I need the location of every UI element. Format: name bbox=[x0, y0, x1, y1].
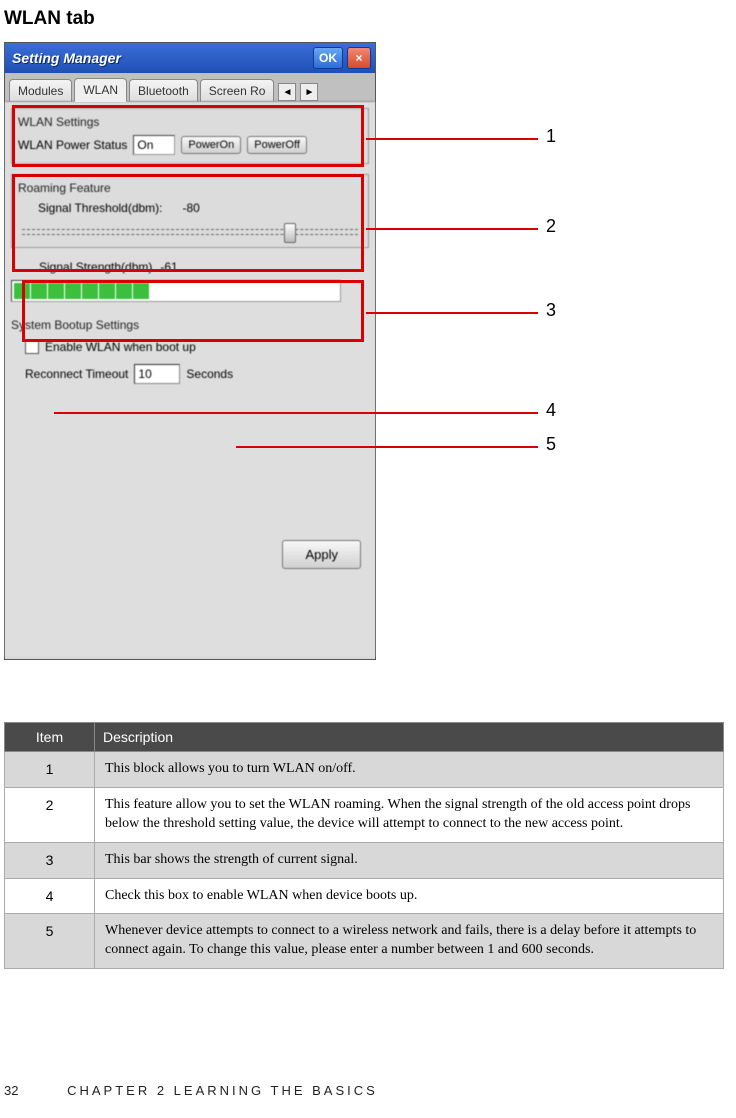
roaming-group: Roaming Feature Signal Threshold(dbm): -… bbox=[11, 174, 369, 248]
callout-number: 3 bbox=[546, 300, 556, 321]
footer-chapter: CHAPTER 2 LEARNING THE BASICS bbox=[67, 1083, 378, 1098]
threshold-slider[interactable] bbox=[22, 229, 358, 235]
bootup-label: System Bootup Settings bbox=[11, 318, 369, 332]
callout-leader-line bbox=[366, 312, 538, 314]
window-title: Setting Manager bbox=[9, 50, 309, 66]
tab-screen-rotation[interactable]: Screen Ro bbox=[200, 79, 275, 102]
enable-wlan-label: Enable WLAN when boot up bbox=[45, 340, 196, 354]
slider-thumb[interactable] bbox=[284, 223, 296, 243]
table-cell-description: Check this box to enable WLAN when devic… bbox=[95, 878, 724, 914]
callout-number: 1 bbox=[546, 126, 556, 147]
roaming-label: Roaming Feature bbox=[18, 181, 362, 195]
signal-segment bbox=[48, 283, 64, 299]
reconnect-timeout-input[interactable] bbox=[134, 364, 180, 384]
table-row: 4Check this box to enable WLAN when devi… bbox=[5, 878, 724, 914]
tab-wlan[interactable]: WLAN bbox=[74, 78, 127, 102]
callout-leader-line bbox=[366, 138, 538, 140]
tab-modules[interactable]: Modules bbox=[9, 79, 72, 102]
table-cell-description: Whenever device attempts to connect to a… bbox=[95, 914, 724, 969]
tab-bar: Modules WLAN Bluetooth Screen Ro ◄ ► bbox=[5, 73, 375, 101]
tab-scroll-right[interactable]: ► bbox=[300, 83, 318, 101]
signal-segment bbox=[31, 283, 47, 299]
callout-leader-line bbox=[54, 412, 538, 414]
table-cell-index: 3 bbox=[5, 842, 95, 878]
page-heading: WLAN tab bbox=[0, 0, 736, 42]
signal-strength-bar bbox=[11, 280, 341, 302]
table-row: 5Whenever device attempts to connect to … bbox=[5, 914, 724, 969]
power-on-button[interactable]: PowerOn bbox=[181, 136, 241, 154]
callout-number: 2 bbox=[546, 216, 556, 237]
table-cell-index: 2 bbox=[5, 787, 95, 842]
enable-wlan-checkbox[interactable] bbox=[25, 340, 39, 354]
tab-content-wlan: WLAN Settings WLAN Power Status On Power… bbox=[5, 101, 375, 657]
power-off-button[interactable]: PowerOff bbox=[247, 136, 307, 154]
close-button[interactable]: × bbox=[347, 47, 371, 69]
ok-button[interactable]: OK bbox=[313, 47, 343, 69]
bootup-group: System Bootup Settings Enable WLAN when … bbox=[11, 318, 369, 384]
signal-segment bbox=[116, 283, 132, 299]
seconds-label: Seconds bbox=[186, 367, 233, 381]
callout-number: 4 bbox=[546, 400, 556, 421]
signal-segment bbox=[133, 283, 149, 299]
table-cell-description: This feature allow you to set the WLAN r… bbox=[95, 787, 724, 842]
signal-segment bbox=[82, 283, 98, 299]
table-row: 2This feature allow you to set the WLAN … bbox=[5, 787, 724, 842]
device-window: Setting Manager OK × Modules WLAN Blueto… bbox=[4, 42, 376, 660]
window-titlebar: Setting Manager OK × bbox=[5, 43, 375, 73]
threshold-label: Signal Threshold(dbm): bbox=[38, 201, 163, 215]
table-header-description: Description bbox=[95, 723, 724, 752]
power-status-value: On bbox=[133, 135, 175, 155]
description-table: Item Description 1This block allows you … bbox=[4, 722, 724, 969]
signal-strength-value: -61 bbox=[160, 260, 177, 274]
tab-scroll-left[interactable]: ◄ bbox=[278, 83, 296, 101]
table-cell-description: This block allows you to turn WLAN on/of… bbox=[95, 752, 724, 788]
apply-button[interactable]: Apply bbox=[282, 540, 361, 569]
signal-segment bbox=[14, 283, 30, 299]
table-cell-index: 4 bbox=[5, 878, 95, 914]
wlan-settings-label: WLAN Settings bbox=[18, 115, 362, 129]
table-row: 3This bar shows the strength of current … bbox=[5, 842, 724, 878]
wlan-settings-group: WLAN Settings WLAN Power Status On Power… bbox=[11, 108, 369, 164]
reconnect-timeout-label: Reconnect Timeout bbox=[25, 367, 128, 381]
table-cell-index: 1 bbox=[5, 752, 95, 788]
power-status-label: WLAN Power Status bbox=[18, 138, 127, 152]
table-cell-index: 5 bbox=[5, 914, 95, 969]
signal-segment bbox=[65, 283, 81, 299]
page-number: 32 bbox=[4, 1083, 18, 1098]
threshold-value: -80 bbox=[183, 201, 200, 215]
table-header-item: Item bbox=[5, 723, 95, 752]
signal-strength-group: Signal Strength(dbm) -61 bbox=[11, 258, 369, 304]
table-cell-description: This bar shows the strength of current s… bbox=[95, 842, 724, 878]
table-row: 1This block allows you to turn WLAN on/o… bbox=[5, 752, 724, 788]
tab-bluetooth[interactable]: Bluetooth bbox=[129, 79, 198, 102]
signal-strength-label: Signal Strength(dbm) bbox=[39, 260, 152, 274]
callout-number: 5 bbox=[546, 434, 556, 455]
page-footer: 32 CHAPTER 2 LEARNING THE BASICS bbox=[4, 1083, 378, 1098]
signal-segment bbox=[99, 283, 115, 299]
annotated-screenshot: Setting Manager OK × Modules WLAN Blueto… bbox=[4, 42, 704, 672]
callout-leader-line bbox=[366, 228, 538, 230]
callout-leader-line bbox=[236, 446, 538, 448]
